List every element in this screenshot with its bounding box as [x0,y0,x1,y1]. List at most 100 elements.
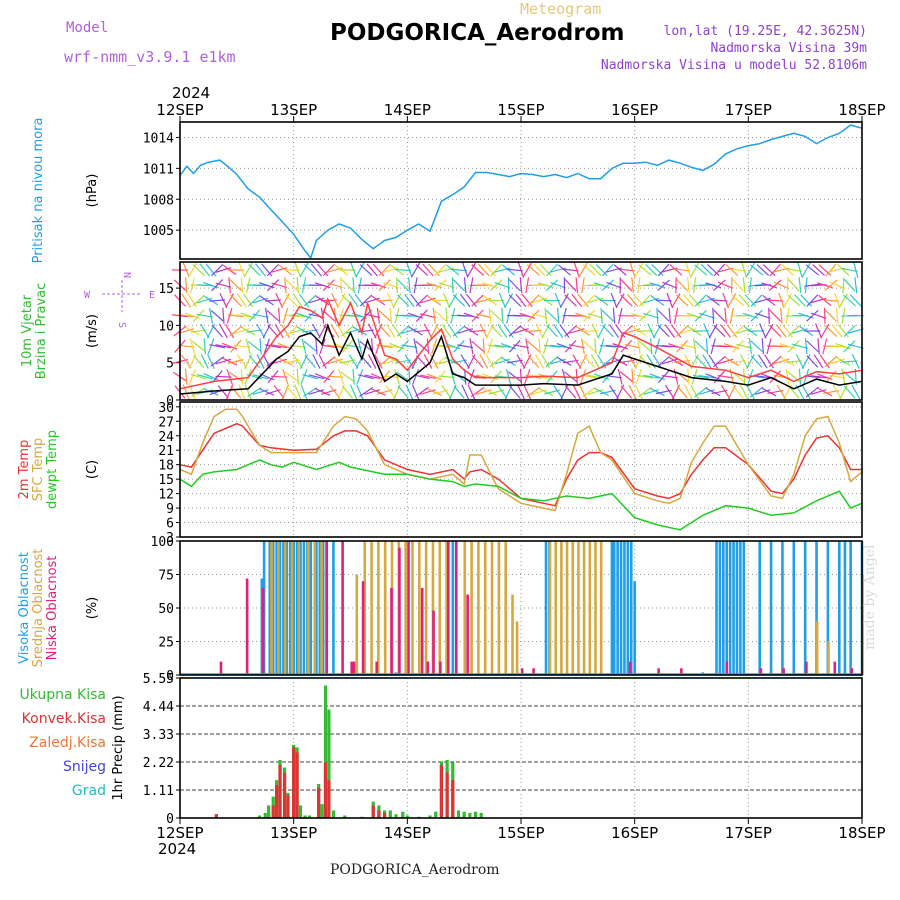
wind-barb [694,355,707,368]
wind-barb [494,282,511,289]
wind-barb [429,354,439,369]
wind-barb [367,323,377,339]
wind-barb [712,307,715,324]
wind-barb [825,263,837,277]
wind-barb [485,354,495,369]
wind-barb [712,355,726,368]
wind-barb [824,279,838,291]
wind-barb [703,323,711,339]
wind-barb [746,384,755,400]
wind-barb [628,384,637,400]
cloud-bar [850,668,854,675]
wind-barb [754,375,771,379]
watermark: made by Angel [862,544,878,651]
precip-bar [401,811,405,818]
wind-barb [466,262,476,278]
cloud-bar [332,541,335,675]
wind-barb [686,277,690,294]
wind-barb [527,355,540,368]
wind-barb [359,294,373,307]
wind-barb [732,278,744,292]
wind-barb [420,374,436,380]
wind-barb [367,354,377,369]
wind-barb [301,338,307,355]
cloud-bar [404,541,407,675]
date-tick-top: 12SEP [156,101,203,119]
wind-barb [594,338,597,355]
wind-barb [724,356,739,367]
wind-barb [650,387,665,397]
wind-barb [299,262,309,278]
wind-frame [179,261,863,401]
wind-barb [434,279,447,292]
precip-bar [456,810,461,818]
wind-barb [810,389,827,395]
wind-barb [692,374,709,379]
wind-barb [545,309,559,322]
precip-bar [428,815,432,818]
wind-ytick-label: 5 [166,357,174,372]
cloud-bar [725,661,729,675]
wind-barb [229,294,242,307]
wind-barb [471,294,484,307]
wind-barb [315,388,331,396]
cloud-ytick-label: 100 [151,535,174,550]
wind-barb [554,292,562,309]
wind-barb [722,292,729,309]
wind-barb [330,323,340,339]
wind-barb [336,323,346,339]
wind-barb [631,277,635,294]
wind-barb [482,338,485,355]
wind-barb [527,294,540,307]
wind-barb [546,324,558,338]
wind-barb [377,356,392,367]
cloud-bar [390,587,393,675]
precip-bar [343,815,347,818]
wind-barb [739,384,749,400]
wind-barb [266,279,280,292]
wind-barb [230,385,242,399]
wind-barb [410,293,421,308]
wind-barb [618,268,635,272]
wind-barb [847,343,864,349]
wind-barb [820,323,830,339]
wind-barb [595,263,608,277]
wind-barb [271,375,288,378]
wind-barb [550,281,566,289]
wind-barb [750,340,763,353]
wind-barb [601,324,614,338]
precip-bar [439,765,444,818]
wind-barb [805,386,819,398]
wind-barb [217,385,229,399]
wind-barb [238,384,246,400]
wind-barb [582,340,596,352]
wind-barb [682,294,695,307]
wind-barb [650,338,653,355]
wind-barb [401,328,418,334]
cloud-bar [511,594,514,675]
wind-barb [209,344,226,349]
wind-barb [806,340,819,353]
wind-barb [553,324,564,338]
wind-barb [315,338,318,355]
precip-bar [394,814,398,818]
cloud-bar [383,541,387,675]
wind-barb [178,344,195,348]
wind-barb [394,368,400,385]
wind-barb [396,325,410,337]
wind-barb [581,338,585,355]
wind-barb [521,293,533,308]
wind-barb [614,324,626,338]
wind-barb [497,324,508,338]
wind-barb [620,279,633,292]
wind-barb [736,328,753,334]
wind-barb [583,309,596,322]
wind-barb [415,340,429,352]
wind-barb [248,309,261,323]
wind-barb [247,387,262,397]
wind-barb [806,355,819,368]
wind-barb [192,263,205,277]
wind-barb [662,281,678,289]
precip-bar [282,772,287,818]
cloud-bar [398,547,401,675]
